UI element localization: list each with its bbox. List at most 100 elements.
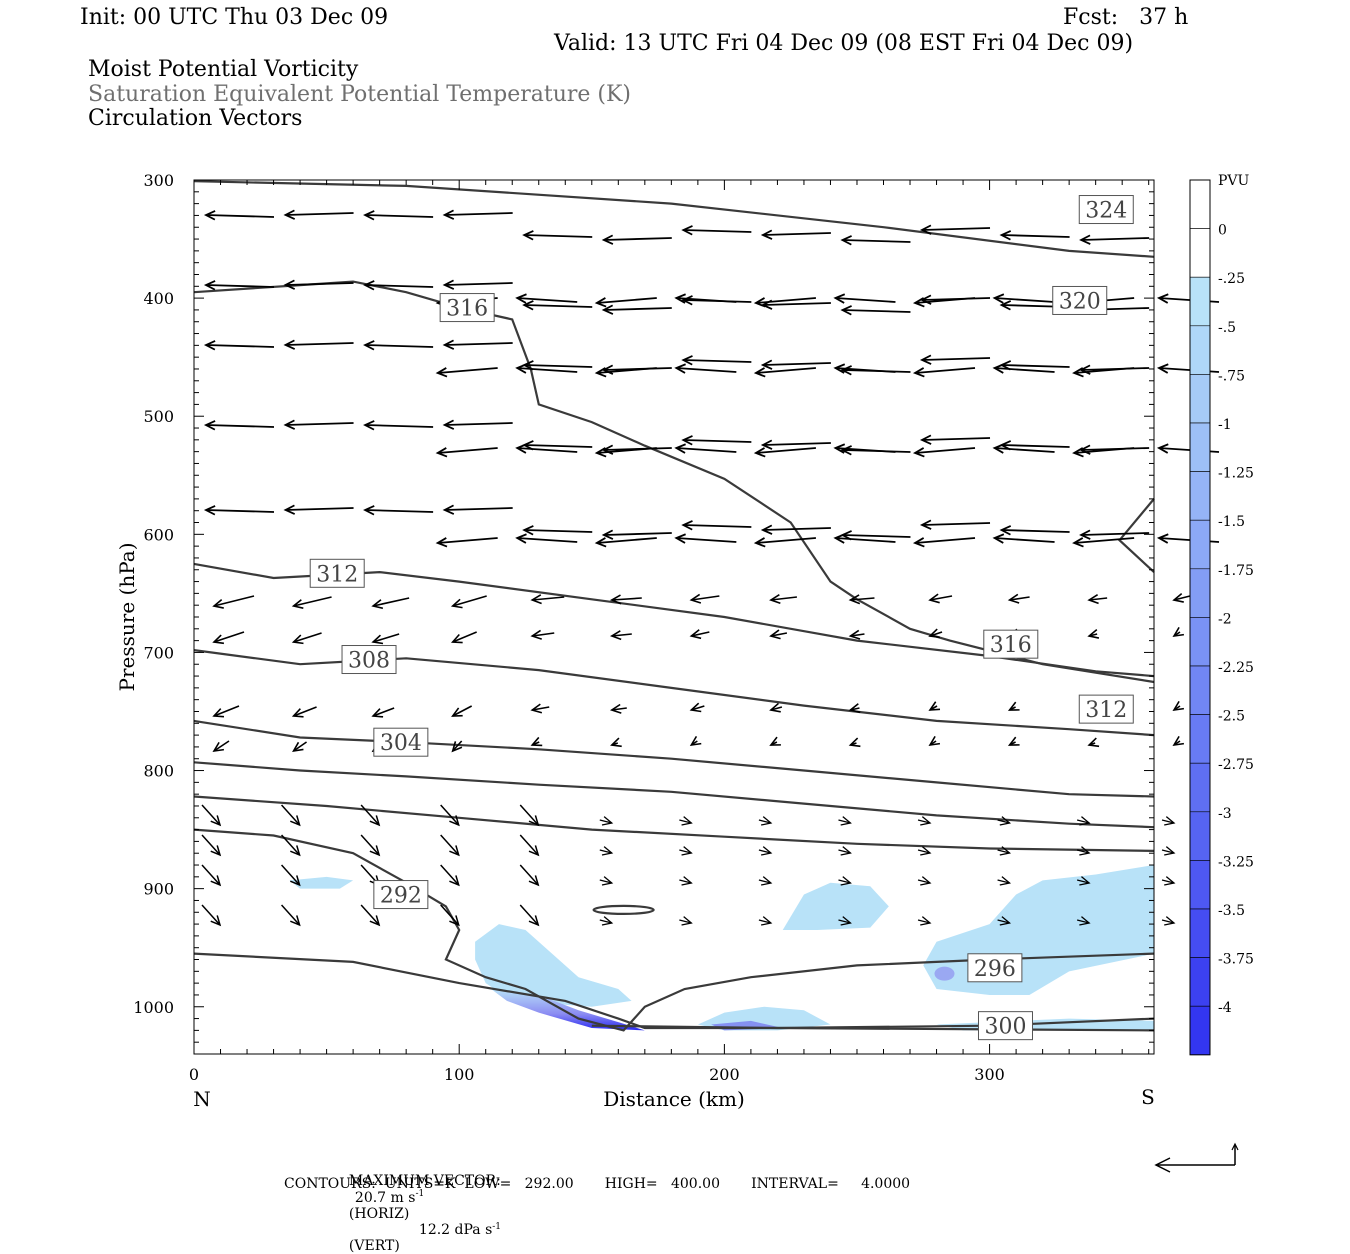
circulation-vector [679, 876, 693, 886]
circulation-vector [522, 300, 593, 311]
y-tick-label: 800 [143, 762, 174, 781]
circulation-vector [1076, 916, 1091, 926]
circulation-vector [833, 293, 896, 304]
theta-es-contour [193, 761, 1155, 829]
colorbar-cell [1189, 1005, 1211, 1056]
circulation-vector [442, 504, 513, 515]
circulation-vector [212, 631, 245, 645]
circulation-vector [917, 916, 932, 926]
circulation-vector [758, 846, 773, 856]
circulation-vector [1007, 701, 1020, 711]
circulation-vector [363, 340, 434, 351]
circulation-vector [919, 519, 991, 530]
circulation-vector [442, 419, 513, 430]
colorbar-cell [1189, 762, 1211, 813]
circulation-vector [1007, 593, 1030, 604]
circulation-vector [371, 633, 400, 645]
circulation-vector [758, 876, 773, 886]
theta-es-contour [1118, 498, 1155, 573]
contour-label: 320 [1052, 285, 1108, 315]
circulation-vector [203, 340, 275, 351]
contour-label: 308 [341, 645, 397, 675]
circulation-vector [758, 916, 773, 926]
theta-es-contour [193, 280, 1155, 684]
circulation-vector [1087, 628, 1100, 639]
contour-label-text: 312 [1085, 698, 1127, 723]
colorbar-level-label: 0 [1218, 223, 1227, 239]
init-label: Init: 00 UTC Thu 03 Dec 09 [80, 5, 389, 30]
colorbar-level-label: -3.5 [1218, 903, 1245, 919]
colorbar-level-label: PVU [1218, 173, 1250, 189]
circulation-vector [848, 629, 865, 640]
circulation-vector [760, 439, 831, 450]
circulation-vector [1076, 816, 1091, 826]
circulation-vector [283, 339, 354, 350]
circulation-vector [1076, 846, 1091, 856]
max-vector-label: MAXIMUM VECTOR: [348, 1173, 501, 1189]
circulation-vector [1087, 594, 1108, 605]
circulation-vector [833, 533, 896, 544]
circulation-vector [281, 804, 301, 827]
circulation-vector [360, 804, 381, 827]
colorbar-cell [1189, 228, 1211, 278]
circulation-vector [519, 864, 540, 887]
circulation-vector [997, 876, 1012, 886]
circulation-vector [451, 740, 463, 753]
circulation-vector [760, 524, 831, 535]
circulation-vector [753, 367, 816, 378]
circulation-vector [838, 876, 852, 886]
y-tick-label: 1000 [133, 998, 174, 1017]
colorbar-level-label: -2.25 [1218, 660, 1254, 676]
circulation-vector [519, 804, 540, 827]
circulation-vector [999, 230, 1070, 241]
circulation-vector [203, 505, 275, 516]
colorbar-cell [1189, 860, 1211, 910]
circulation-vector [919, 224, 991, 235]
contour-label-text: 316 [446, 297, 488, 322]
circulation-vector [769, 593, 797, 605]
circulation-vector [753, 537, 816, 548]
circulation-vector [281, 904, 301, 927]
circulation-vector [281, 834, 301, 857]
colorbar: PVU 0 -.25 -.5 -.75 -1 -1.25 -1.5 -1.75 -2 -2.25 -2… [1189, 173, 1254, 1056]
circulation-vector [594, 447, 657, 458]
theta-es-contour [193, 649, 1155, 737]
circulation-vector [601, 304, 672, 315]
colorbar-frame [1189, 179, 1211, 1056]
max-vector-horiz: 20.7 m s [354, 1189, 416, 1206]
circulation-vector [753, 297, 816, 308]
colorbar-cell [1189, 325, 1211, 375]
pv-region [782, 882, 889, 930]
colorbar-level-label: -3.75 [1218, 952, 1254, 968]
theta-es-contour [193, 180, 1155, 258]
max-vector-footnote: MAXIMUM VECTOR: 20.7 m s-1 (HORIZ) 12.2 … [340, 1157, 501, 1254]
circulation-vector [848, 594, 875, 605]
circulation-vector [758, 816, 773, 826]
circulation-vector [928, 628, 943, 639]
circulation-vector [928, 701, 941, 711]
circulation-vector [201, 864, 222, 887]
circulation-vector [1076, 876, 1091, 886]
y-tick-label: 300 [143, 171, 174, 190]
contour-label: 312 [1078, 694, 1134, 724]
colorbar-level-label: -1.75 [1218, 563, 1254, 579]
circulation-vector [912, 297, 976, 308]
circulation-vector [442, 279, 513, 290]
circulation-vector [609, 594, 642, 605]
colorbar-level-label: -1 [1218, 417, 1232, 433]
field-title-mpv: Moist Potential Vorticity [88, 57, 359, 82]
circulation-vector [681, 355, 752, 366]
circulation-vector [674, 533, 737, 544]
circulation-vector [1079, 529, 1150, 540]
colorbar-cell [1189, 374, 1211, 424]
circulation-vector [450, 631, 477, 644]
contour-label: 300 [977, 1011, 1033, 1041]
circulation-vector [283, 419, 354, 430]
circulation-vector [450, 595, 487, 609]
circulation-vector [371, 597, 410, 610]
colorbar-level-label: -2.5 [1218, 709, 1245, 725]
circulation-vector [363, 210, 434, 221]
circulation-vector [838, 816, 852, 826]
circulation-vector [1079, 234, 1150, 245]
circulation-vector [522, 230, 593, 241]
